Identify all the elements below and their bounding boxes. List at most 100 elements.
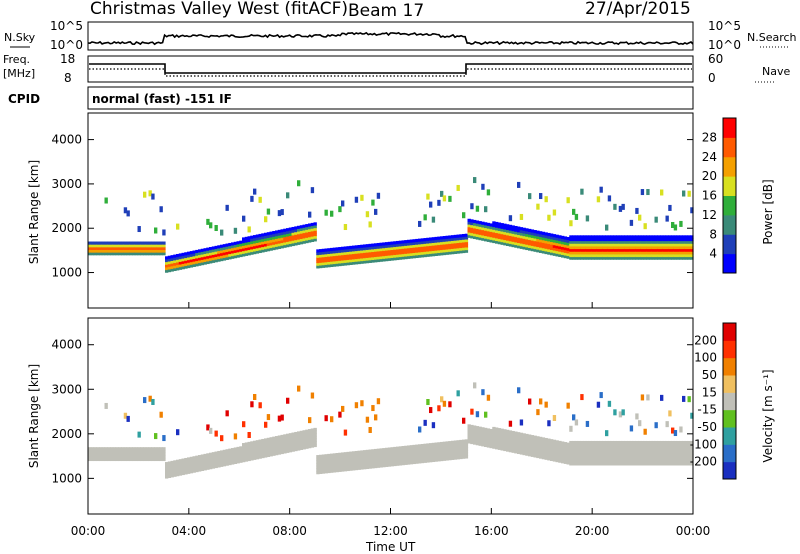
power-cell: [684, 253, 689, 258]
velocity-cell: [514, 450, 518, 454]
velocity-cell: [321, 465, 326, 469]
velocity-cell: [365, 455, 370, 459]
power-cell: [321, 254, 326, 258]
power-cell: [484, 224, 488, 229]
power-cell: [330, 210, 334, 217]
power-cell: [464, 233, 469, 237]
velocity-cell: [206, 424, 210, 431]
power-cell: [134, 249, 139, 253]
power-cell: [519, 237, 524, 241]
power-cell: [484, 227, 488, 231]
velocity-cell: [682, 459, 686, 463]
power-cell: [167, 258, 172, 262]
velocity-cell: [495, 446, 499, 450]
velocity-cell: [115, 455, 119, 459]
velocity-cell: [140, 447, 144, 451]
velocity-cell: [310, 439, 315, 443]
power-cell: [198, 249, 202, 253]
power-cell: [596, 243, 601, 247]
power-cell: [420, 238, 425, 242]
velocity-cell: [511, 438, 515, 443]
velocity-cell: [220, 458, 224, 462]
velocity-cell: [629, 459, 634, 463]
power-cell: [453, 248, 458, 252]
power-cell: [445, 243, 449, 247]
cpid-text: normal (fast) -151 IF: [92, 92, 232, 106]
velocity-cell: [297, 431, 301, 435]
power-cell: [319, 259, 323, 263]
velocity-cell: [616, 446, 620, 450]
power-cell: [398, 240, 403, 244]
power-cell: [286, 233, 290, 237]
power-cell: [552, 242, 557, 246]
power-cell: [514, 233, 518, 238]
power-cell: [173, 267, 177, 272]
velocity-cell: [310, 392, 315, 399]
velocity-cell: [550, 449, 554, 453]
power-cell: [167, 261, 172, 265]
velocity-cell: [173, 460, 177, 464]
power-cell: [665, 215, 669, 222]
velocity-cell: [555, 459, 559, 463]
velocity-cell: [629, 425, 634, 432]
velocity-cell: [382, 458, 386, 462]
power-cell: [558, 235, 562, 239]
power-cell: [591, 253, 595, 258]
velocity-cell: [508, 430, 513, 434]
power-cell: [500, 241, 504, 245]
velocity-cell: [638, 456, 642, 461]
velocity-cell: [376, 459, 381, 463]
power-cell: [217, 253, 221, 257]
velocity-cell: [96, 447, 100, 451]
velocity-cell: [528, 442, 532, 446]
velocity-cell: [121, 447, 125, 451]
power-cell: [104, 252, 108, 256]
power-cell: [456, 242, 460, 246]
velocity-cell: [360, 455, 364, 459]
power-cell: [475, 220, 480, 224]
velocity-cell: [635, 440, 639, 445]
power-cell: [390, 252, 394, 256]
power-cell: [514, 244, 518, 248]
velocity-cell: [662, 462, 667, 466]
power-cell: [409, 247, 414, 251]
velocity-cell: [387, 460, 392, 465]
velocity-cell: [555, 456, 559, 460]
power-cell: [299, 233, 304, 237]
velocity-cell: [280, 450, 284, 455]
power-cell: [418, 246, 422, 250]
velocity-cell: [192, 466, 196, 471]
colorbar-tick-label: -50: [697, 420, 717, 434]
velocity-cell: [220, 450, 224, 454]
colorbar-tick-label: 24: [702, 150, 717, 164]
velocity-cell: [514, 436, 518, 441]
power-cell: [420, 240, 425, 245]
velocity-cell: [343, 452, 348, 456]
velocity-cell: [247, 431, 251, 438]
power-cell: [687, 248, 691, 252]
power-cell: [533, 232, 537, 236]
velocity-cell: [583, 454, 587, 458]
power-cell: [627, 237, 631, 242]
velocity-cell: [244, 450, 249, 454]
velocity-cell: [123, 412, 128, 419]
velocity-cell: [346, 465, 350, 469]
power-cell: [646, 245, 650, 250]
velocity-cell: [517, 432, 521, 436]
velocity-cell: [137, 447, 141, 451]
power-cell: [104, 249, 108, 253]
velocity-cell: [269, 445, 273, 449]
power-cell: [525, 241, 529, 245]
power-cell: [437, 241, 441, 246]
power-cell: [297, 241, 301, 245]
x-tick-label: 00:00: [676, 524, 711, 538]
velocity-cell: [167, 472, 172, 476]
velocity-cell: [371, 459, 375, 464]
velocity-cell: [541, 445, 546, 449]
velocity-cell: [552, 415, 557, 422]
power-cell: [275, 238, 279, 242]
power-cell: [404, 240, 408, 244]
velocity-cell: [211, 454, 216, 458]
power-cell: [445, 238, 449, 242]
velocity-cell: [528, 447, 532, 452]
